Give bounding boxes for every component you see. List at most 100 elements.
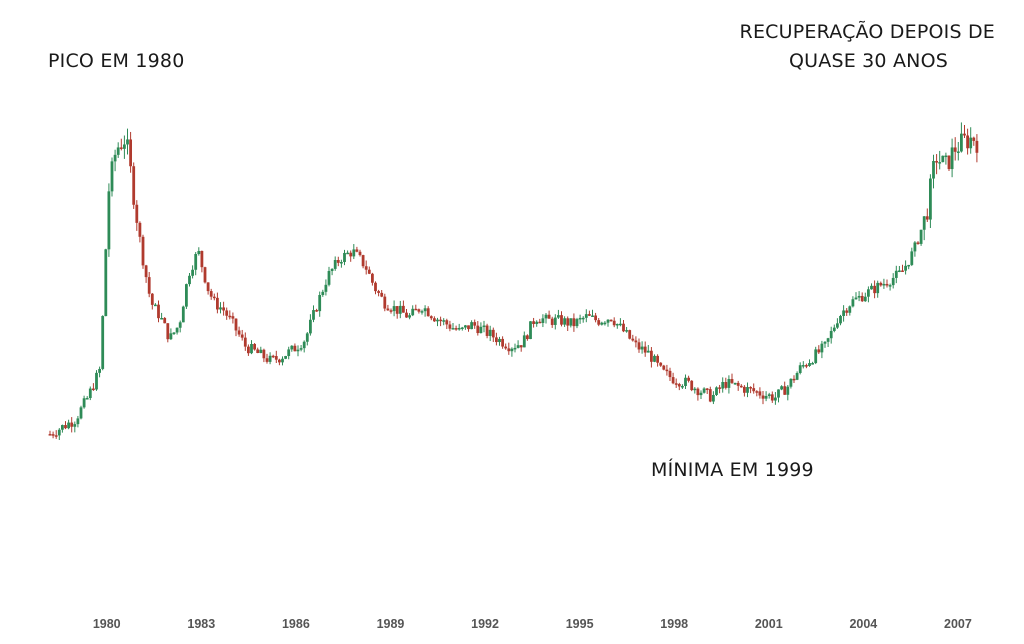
candle-up bbox=[811, 363, 814, 365]
candle-down bbox=[426, 308, 430, 317]
annotation-recovery-line-2: QUASE 30 ANOS bbox=[789, 50, 948, 72]
candle-down bbox=[433, 318, 436, 322]
candle-up bbox=[302, 341, 306, 349]
candle-down bbox=[395, 306, 399, 314]
candle-up bbox=[898, 270, 901, 272]
candle-down bbox=[560, 315, 563, 325]
candle-up bbox=[482, 325, 486, 328]
candle-up bbox=[603, 322, 607, 325]
candle-down bbox=[860, 295, 864, 302]
candle-down bbox=[278, 359, 281, 363]
candle-down bbox=[749, 387, 752, 389]
candle-up bbox=[941, 155, 945, 163]
candle-up bbox=[154, 304, 157, 307]
candle-up bbox=[268, 355, 272, 362]
candle-up bbox=[777, 389, 780, 398]
candle-up bbox=[904, 265, 907, 271]
candle-down bbox=[448, 324, 452, 329]
candle-down bbox=[925, 216, 929, 220]
candle-up bbox=[296, 349, 300, 352]
candle-down bbox=[730, 379, 734, 383]
candle-down bbox=[634, 340, 638, 343]
candle-up bbox=[346, 252, 349, 255]
candle-up bbox=[169, 333, 173, 340]
candle-down bbox=[256, 349, 260, 354]
candle-down bbox=[414, 308, 418, 311]
candle-up bbox=[569, 318, 573, 326]
x-tick-label: 2007 bbox=[944, 617, 972, 631]
candle-up bbox=[181, 306, 185, 323]
candle-up bbox=[693, 388, 697, 391]
candle-up bbox=[615, 323, 619, 326]
candle-up bbox=[287, 349, 291, 357]
candle-up bbox=[870, 285, 873, 290]
candle-down bbox=[597, 320, 601, 325]
candle-up bbox=[343, 252, 346, 263]
candle-down bbox=[495, 337, 498, 343]
candle-down bbox=[48, 434, 52, 436]
candle-down bbox=[377, 291, 380, 293]
candle-down bbox=[873, 285, 876, 294]
candle-up bbox=[85, 398, 89, 400]
candle-up bbox=[460, 327, 464, 329]
candle-up bbox=[854, 297, 858, 300]
candle-up bbox=[88, 388, 92, 399]
candle-down bbox=[631, 338, 635, 341]
candle-down bbox=[262, 349, 266, 359]
candle-down bbox=[380, 292, 384, 297]
candle-down bbox=[547, 314, 551, 319]
candle-up bbox=[470, 322, 473, 330]
candle-up bbox=[932, 160, 935, 179]
candle-down bbox=[355, 249, 359, 252]
candle-up bbox=[727, 379, 731, 388]
candle-up bbox=[76, 418, 80, 425]
candle-up bbox=[867, 289, 870, 297]
candle-up bbox=[553, 317, 557, 325]
candle-down bbox=[677, 384, 681, 387]
candle-down bbox=[671, 377, 675, 384]
candle-up bbox=[848, 306, 852, 313]
candle-up bbox=[116, 147, 120, 155]
candle-down bbox=[144, 265, 148, 278]
candle-down bbox=[216, 297, 219, 310]
candle-up bbox=[541, 318, 545, 323]
candle-down bbox=[439, 319, 442, 322]
candle-down bbox=[247, 346, 250, 354]
candle-up bbox=[442, 320, 446, 322]
candle-up bbox=[786, 386, 790, 395]
candle-down bbox=[708, 389, 712, 402]
candle-up bbox=[67, 422, 70, 429]
candle-down bbox=[538, 321, 542, 324]
candle-down bbox=[389, 310, 393, 312]
candle-up bbox=[321, 291, 325, 296]
candle-down bbox=[293, 345, 297, 352]
candle-down bbox=[668, 370, 672, 378]
candle-up bbox=[581, 317, 585, 320]
candle-down bbox=[761, 395, 765, 399]
candle-up bbox=[746, 387, 749, 393]
candle-up bbox=[194, 254, 198, 270]
candle-up bbox=[733, 382, 737, 385]
annotation-peak: PICO EM 1980 bbox=[48, 50, 185, 72]
candle-up bbox=[516, 345, 520, 348]
candle-up bbox=[98, 368, 101, 373]
candle-down bbox=[758, 391, 762, 396]
candle-down bbox=[609, 319, 613, 322]
candle-up bbox=[702, 388, 706, 393]
candle-down bbox=[901, 270, 904, 272]
candle-down bbox=[572, 318, 576, 327]
candle-down bbox=[736, 382, 740, 386]
candle-down bbox=[612, 320, 616, 326]
candle-up bbox=[191, 269, 194, 276]
candle-down bbox=[237, 330, 241, 335]
candle-down bbox=[755, 391, 759, 393]
x-tick-label: 1992 bbox=[471, 617, 499, 631]
candle-down bbox=[665, 369, 669, 372]
annotation-recovery-line-1: RECUPERAÇÃO DEPOIS DE bbox=[740, 20, 995, 43]
annotation-low: MÍNIMA EM 1999 bbox=[651, 458, 814, 481]
candle-down bbox=[805, 365, 808, 367]
candle-up bbox=[398, 305, 402, 314]
candle-down bbox=[491, 329, 495, 338]
candle-down bbox=[501, 338, 504, 347]
